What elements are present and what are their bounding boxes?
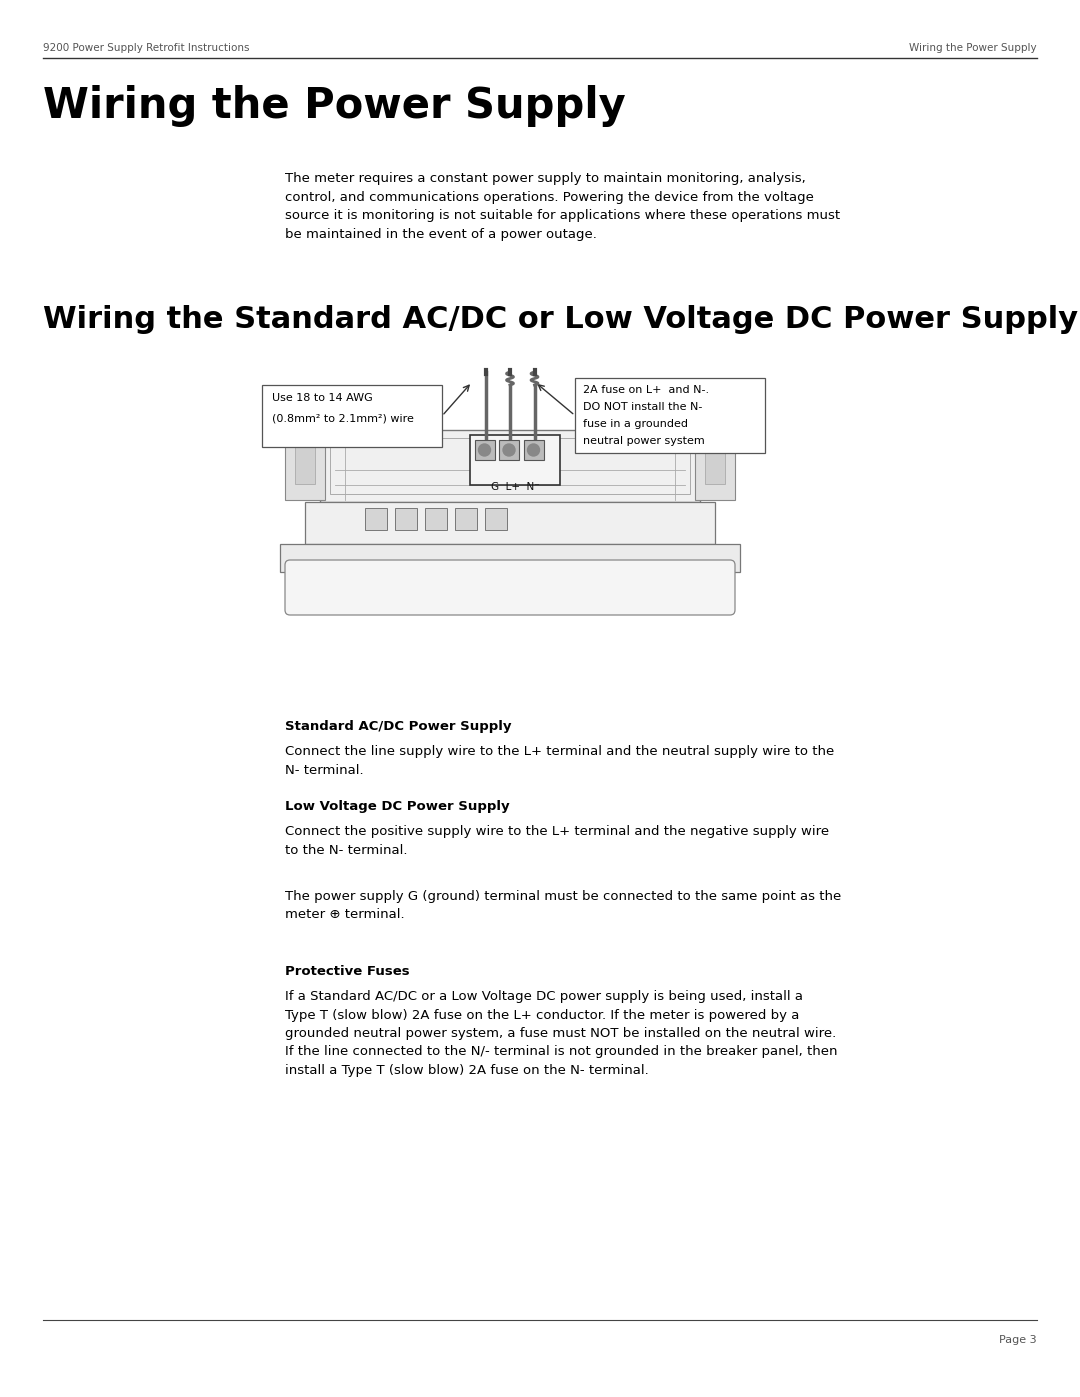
- Text: Wiring the Power Supply: Wiring the Power Supply: [909, 43, 1037, 53]
- FancyBboxPatch shape: [470, 434, 561, 485]
- FancyBboxPatch shape: [295, 412, 315, 483]
- Text: Wiring the Power Supply: Wiring the Power Supply: [43, 85, 625, 127]
- Text: The power supply G (ground) terminal must be connected to the same point as the
: The power supply G (ground) terminal mus…: [285, 890, 841, 922]
- FancyBboxPatch shape: [705, 412, 725, 483]
- FancyBboxPatch shape: [455, 509, 477, 529]
- FancyBboxPatch shape: [285, 405, 325, 500]
- FancyBboxPatch shape: [262, 386, 442, 447]
- FancyBboxPatch shape: [320, 430, 700, 502]
- Circle shape: [503, 444, 515, 455]
- FancyBboxPatch shape: [485, 509, 507, 529]
- FancyBboxPatch shape: [365, 509, 387, 529]
- Text: Connect the positive supply wire to the L+ terminal and the negative supply wire: Connect the positive supply wire to the …: [285, 826, 829, 856]
- Text: G  L+  N⁻: G L+ N⁻: [490, 482, 539, 492]
- FancyBboxPatch shape: [305, 502, 715, 543]
- FancyBboxPatch shape: [575, 379, 765, 453]
- Text: Wiring the Standard AC/DC or Low Voltage DC Power Supply: Wiring the Standard AC/DC or Low Voltage…: [43, 305, 1078, 334]
- FancyBboxPatch shape: [426, 509, 447, 529]
- Circle shape: [527, 444, 540, 455]
- Text: Protective Fuses: Protective Fuses: [285, 965, 409, 978]
- FancyBboxPatch shape: [499, 440, 519, 460]
- Text: 2A fuse on L+  and N-.: 2A fuse on L+ and N-.: [583, 386, 710, 395]
- Text: be maintained in the event of a power outage.: be maintained in the event of a power ou…: [285, 228, 597, 240]
- Text: DO NOT install the N-: DO NOT install the N-: [583, 402, 702, 412]
- FancyBboxPatch shape: [285, 560, 735, 615]
- Text: Page 3: Page 3: [999, 1336, 1037, 1345]
- FancyBboxPatch shape: [280, 543, 740, 571]
- Text: source it is monitoring is not suitable for applications where these operations : source it is monitoring is not suitable …: [285, 210, 840, 222]
- FancyBboxPatch shape: [696, 405, 735, 500]
- FancyBboxPatch shape: [474, 440, 495, 460]
- FancyBboxPatch shape: [395, 509, 417, 529]
- Text: Standard AC/DC Power Supply: Standard AC/DC Power Supply: [285, 719, 512, 733]
- Text: Use 18 to 14 AWG: Use 18 to 14 AWG: [272, 393, 373, 402]
- Text: (0.8mm² to 2.1mm²) wire: (0.8mm² to 2.1mm²) wire: [272, 414, 414, 423]
- Text: fuse in a grounded: fuse in a grounded: [583, 419, 688, 429]
- Text: Connect the line supply wire to the L+ terminal and the neutral supply wire to t: Connect the line supply wire to the L+ t…: [285, 745, 834, 777]
- FancyBboxPatch shape: [524, 440, 543, 460]
- Text: The meter requires a constant power supply to maintain monitoring, analysis,: The meter requires a constant power supp…: [285, 172, 806, 184]
- Text: neutral power system: neutral power system: [583, 436, 705, 446]
- Text: control, and communications operations. Powering the device from the voltage: control, and communications operations. …: [285, 190, 814, 204]
- Text: Low Voltage DC Power Supply: Low Voltage DC Power Supply: [285, 800, 510, 813]
- Text: If a Standard AC/DC or a Low Voltage DC power supply is being used, install a
Ty: If a Standard AC/DC or a Low Voltage DC …: [285, 990, 837, 1077]
- Circle shape: [478, 444, 490, 455]
- Text: 9200 Power Supply Retrofit Instructions: 9200 Power Supply Retrofit Instructions: [43, 43, 249, 53]
